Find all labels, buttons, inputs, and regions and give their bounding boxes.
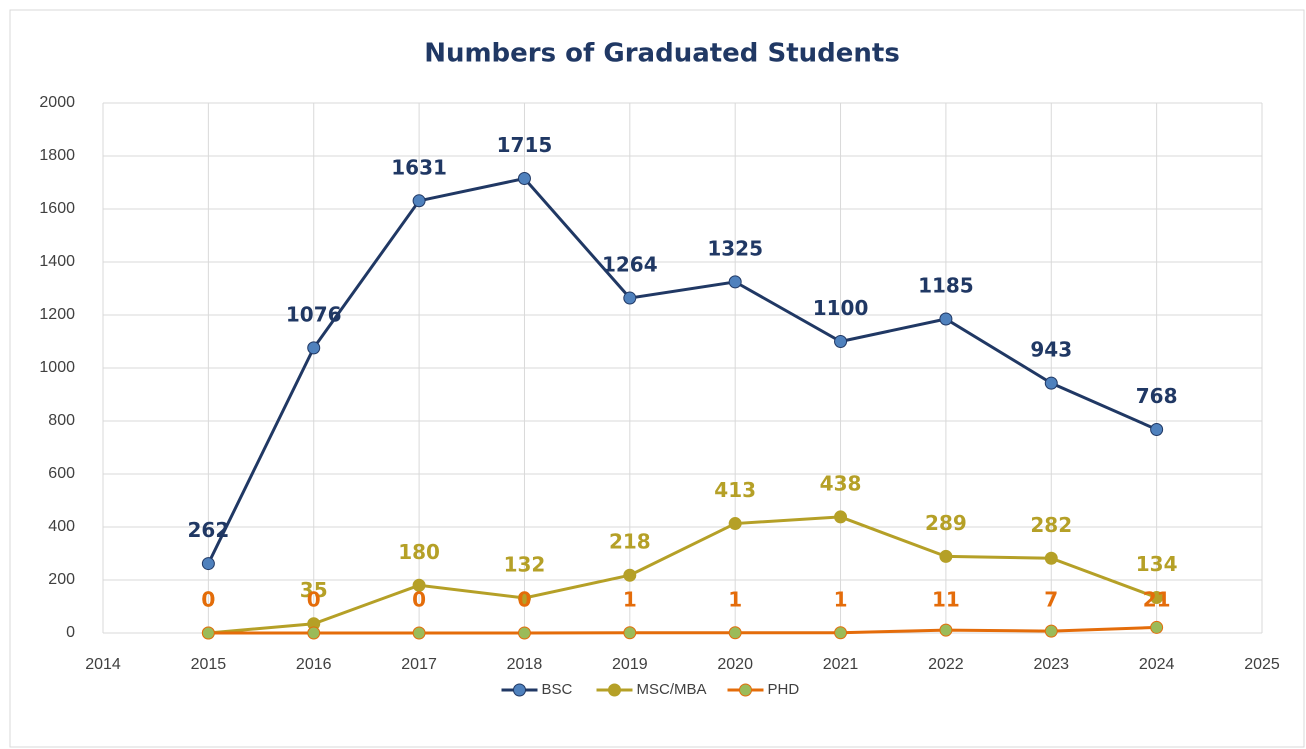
- data-point: [307, 341, 321, 355]
- chart-title: Numbers of Graduated Students: [424, 39, 900, 69]
- legend-marker: [739, 683, 752, 697]
- data-label: 180: [398, 540, 440, 564]
- data-label: 11: [932, 588, 960, 612]
- data-point: [517, 591, 531, 605]
- data-point: [1044, 551, 1058, 565]
- data-label: 1: [834, 588, 848, 612]
- data-label: 1: [623, 588, 637, 612]
- data-point: [1150, 620, 1164, 634]
- y-tick-label: 2000: [39, 94, 75, 111]
- data-label: 7: [1044, 588, 1058, 612]
- x-tick-label: 2014: [85, 656, 121, 673]
- data-label: 768: [1136, 384, 1178, 408]
- data-label: 438: [820, 471, 862, 495]
- data-label: 262: [187, 518, 229, 542]
- chart-frame: [9, 9, 1305, 748]
- x-tick-label: 2016: [296, 656, 332, 673]
- y-tick-label: 1600: [39, 200, 75, 217]
- data-point: [834, 335, 848, 348]
- legend-label: PHD: [768, 681, 800, 698]
- y-tick-label: 200: [48, 571, 75, 588]
- data-label: 282: [1030, 513, 1072, 537]
- data-label: 0: [201, 588, 215, 612]
- y-tick-label: 1400: [39, 253, 75, 270]
- data-point: [623, 568, 637, 582]
- data-label: 1715: [497, 133, 553, 157]
- data-label: 218: [609, 530, 651, 554]
- x-tick-label: 2015: [191, 656, 227, 673]
- y-tick-label: 0: [66, 624, 75, 641]
- data-point: [834, 626, 848, 640]
- data-label: 0: [201, 588, 215, 612]
- y-tick-label: 1000: [39, 359, 75, 376]
- data-label: 1100: [813, 296, 869, 320]
- data-point: [1150, 422, 1164, 436]
- data-point: [517, 172, 531, 186]
- data-point: [939, 312, 953, 326]
- data-point: [1044, 624, 1058, 638]
- data-label: 1: [728, 588, 742, 612]
- data-label: 1631: [391, 155, 447, 179]
- data-point: [412, 626, 426, 640]
- data-point: [1150, 590, 1164, 604]
- data-point: [728, 517, 742, 531]
- y-tick-label: 800: [48, 412, 75, 429]
- data-point: [412, 194, 426, 208]
- y-tick-label: 1200: [39, 306, 75, 323]
- data-label: 0: [412, 588, 426, 612]
- legend-label: MSC/MBA: [637, 681, 707, 698]
- legend-label: BSC: [542, 681, 573, 698]
- data-point: [307, 626, 321, 640]
- x-tick-label: 2019: [612, 656, 648, 673]
- x-tick-label: 2024: [1139, 656, 1175, 673]
- data-point: [412, 578, 426, 592]
- series-line: [208, 625, 1157, 635]
- data-label: 413: [714, 478, 756, 502]
- data-label: 1264: [602, 253, 658, 277]
- data-point: [201, 626, 215, 640]
- x-tick-label: 2021: [823, 656, 859, 673]
- data-label: 1076: [286, 302, 342, 326]
- data-point: [728, 275, 742, 289]
- x-tick-label: 2022: [928, 656, 964, 673]
- x-tick-label: 2017: [401, 656, 437, 673]
- series-line: [208, 515, 1158, 635]
- legend-marker: [608, 683, 621, 697]
- x-tick-label: 2025: [1244, 656, 1280, 673]
- data-label: 132: [504, 553, 546, 577]
- data-point: [834, 510, 848, 524]
- y-tick-label: 1800: [39, 147, 75, 164]
- data-point: [1044, 376, 1058, 390]
- legend-marker: [513, 683, 526, 697]
- data-label: 21: [1143, 588, 1171, 612]
- x-tick-label: 2020: [717, 656, 753, 673]
- x-tick-label: 2018: [507, 656, 543, 673]
- y-tick-label: 600: [48, 465, 75, 482]
- data-point: [201, 557, 215, 571]
- x-tick-label: 2023: [1033, 656, 1069, 673]
- data-point: [623, 291, 637, 305]
- data-point: [939, 623, 953, 637]
- data-point: [728, 626, 742, 640]
- data-label: 134: [1136, 552, 1178, 576]
- data-label: 0: [307, 588, 321, 612]
- data-label: 943: [1030, 338, 1072, 362]
- series-line: [207, 176, 1158, 565]
- data-label: 35: [300, 578, 328, 602]
- data-point: [623, 626, 637, 640]
- data-label: 1325: [707, 236, 763, 260]
- data-label: 289: [925, 511, 967, 535]
- data-label: 1185: [918, 273, 974, 297]
- data-point: [939, 549, 953, 563]
- y-tick-label: 400: [48, 518, 75, 535]
- data-label: 0: [517, 588, 531, 612]
- data-point: [517, 626, 531, 640]
